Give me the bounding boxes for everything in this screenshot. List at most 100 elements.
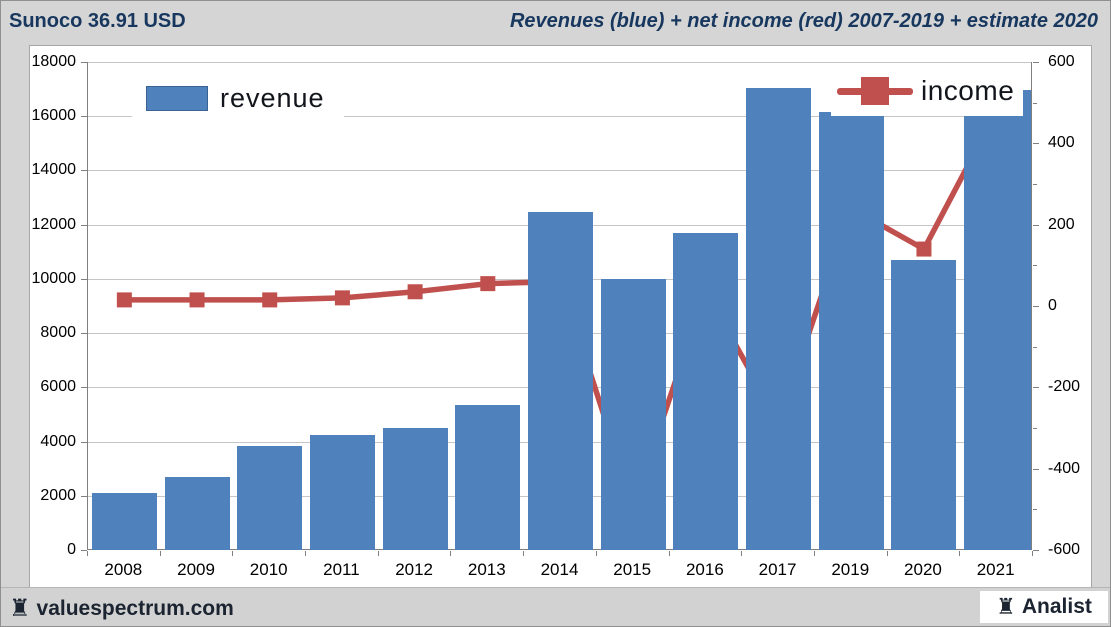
revenue-bar	[673, 232, 739, 550]
rook-icon: ♜	[996, 594, 1016, 619]
brand-label: valuespectrum.com	[36, 596, 234, 620]
revenue-bar	[237, 445, 303, 550]
left-axis-tick-label: 2000	[40, 486, 76, 504]
right-minor-tick	[1033, 509, 1037, 511]
bottom-tick	[87, 551, 88, 556]
income-marker	[116, 292, 132, 308]
left-tick	[81, 278, 87, 280]
income-marker	[262, 292, 278, 308]
right-axis-tick-label: -400	[1048, 459, 1081, 477]
left-axis-tick-label: 8000	[40, 324, 76, 342]
left-axis-tick-label: 16000	[31, 107, 77, 125]
x-axis-category-label: 2019	[831, 560, 870, 579]
income-marker	[480, 276, 496, 292]
x-axis-category-label: 2009	[177, 560, 215, 579]
legend-revenue: revenue	[132, 76, 344, 120]
right-axis-tick-label: 600	[1048, 53, 1075, 70]
bottom-tick	[377, 551, 379, 556]
revenue-bar	[91, 493, 157, 550]
bottom-tick	[886, 551, 888, 556]
right-axis-tick-label: -200	[1048, 378, 1081, 396]
left-tick	[81, 550, 87, 551]
rook-icon: ♜	[9, 595, 31, 622]
footer: ♜ valuespectrum.com ♜ Analist	[1, 587, 1110, 626]
revenue-bar	[382, 428, 448, 550]
revenue-bar	[309, 434, 375, 550]
bottom-tick	[595, 551, 597, 556]
header: Sunoco 36.91 USD Revenues (blue) + net i…	[1, 1, 1110, 43]
x-axis-category-label: 2011	[323, 560, 360, 579]
left-tick	[81, 170, 87, 172]
right-tick	[1033, 143, 1039, 145]
bottom-tick	[959, 551, 961, 556]
left-tick	[81, 62, 87, 63]
bottom-tick	[232, 551, 234, 556]
income-marker	[189, 292, 205, 308]
right-axis-tick-label: 0	[1048, 297, 1057, 314]
right-tick	[1033, 387, 1039, 389]
income-marker	[407, 284, 423, 300]
left-axis-tick-label: 18000	[31, 53, 77, 70]
bottom-tick	[305, 551, 307, 556]
right-minor-tick	[1033, 428, 1037, 429]
left-tick	[81, 116, 87, 118]
right-tick	[1033, 224, 1039, 226]
revenue-swatch-icon	[146, 85, 208, 111]
chart-area: revenue income 0 2000 4000 6000 8000 10000 120…	[29, 45, 1092, 588]
right-minor-tick	[1033, 346, 1037, 348]
bottom-tick	[741, 551, 743, 556]
revenue-bar	[455, 404, 521, 550]
x-axis-category-label: 2017	[758, 560, 797, 579]
x-axis-category-label: 2012	[395, 560, 434, 579]
bottom-tick	[668, 551, 670, 556]
plot-area: revenue income	[87, 62, 1032, 550]
x-axis-category-label: 2013	[467, 560, 506, 579]
right-axis-tick-label: 200	[1048, 215, 1075, 233]
left-tick	[81, 495, 87, 497]
x-axis-category-label: 2021	[976, 560, 1015, 579]
x-axis-category-label: 2015	[613, 560, 652, 579]
right-tick	[1033, 550, 1039, 551]
right-axis-tick-label: 400	[1048, 134, 1075, 152]
analist-label: Analist	[1021, 595, 1092, 618]
gridline	[88, 62, 1031, 63]
bottom-tick	[1032, 551, 1033, 556]
left-axis-tick-label: 14000	[31, 161, 77, 179]
bottom-tick	[813, 551, 815, 556]
right-minor-tick	[1033, 184, 1037, 185]
left-tick	[81, 333, 87, 335]
revenue-bar	[528, 212, 593, 550]
right-tick	[1033, 468, 1039, 470]
revenue-bar	[600, 278, 666, 550]
left-axis-tick-label: 12000	[31, 215, 77, 233]
x-axis-category-label: 2010	[249, 560, 288, 579]
income-marker	[916, 241, 932, 257]
left-tick	[81, 441, 87, 443]
gridline	[88, 116, 1031, 118]
x-axis-category-label: 2020	[904, 560, 942, 579]
right-axis-tick-label: -600	[1048, 541, 1081, 558]
right-minor-tick	[1033, 265, 1037, 267]
left-axis-tick-label: 10000	[31, 269, 77, 287]
revenue-bar	[164, 476, 230, 550]
left-axis-tick-label: 0	[67, 541, 76, 558]
legend-income-label: income	[921, 75, 1015, 106]
left-axis-tick-label: 6000	[40, 378, 76, 396]
partial-edge-bar	[1017, 90, 1031, 550]
brand: ♜ valuespectrum.com	[9, 594, 234, 623]
right-tick	[1033, 306, 1039, 307]
income-line-icon	[837, 76, 913, 106]
x-axis-category-label: 2016	[685, 560, 724, 579]
right-minor-tick	[1033, 102, 1037, 104]
left-axis-tick-label: 4000	[40, 432, 76, 450]
ticker-title: Sunoco 36.91 USD	[9, 10, 186, 32]
left-tick	[81, 387, 87, 389]
chart-title: Revenues (blue) + net income (red) 2007-…	[509, 10, 1098, 32]
revenue-bar	[891, 259, 957, 550]
analist-badge: ♜ Analist	[980, 591, 1108, 623]
gridline	[88, 170, 1031, 172]
left-tick	[81, 224, 87, 226]
legend-revenue-label: revenue	[220, 82, 325, 113]
revenue-bar	[746, 87, 812, 550]
